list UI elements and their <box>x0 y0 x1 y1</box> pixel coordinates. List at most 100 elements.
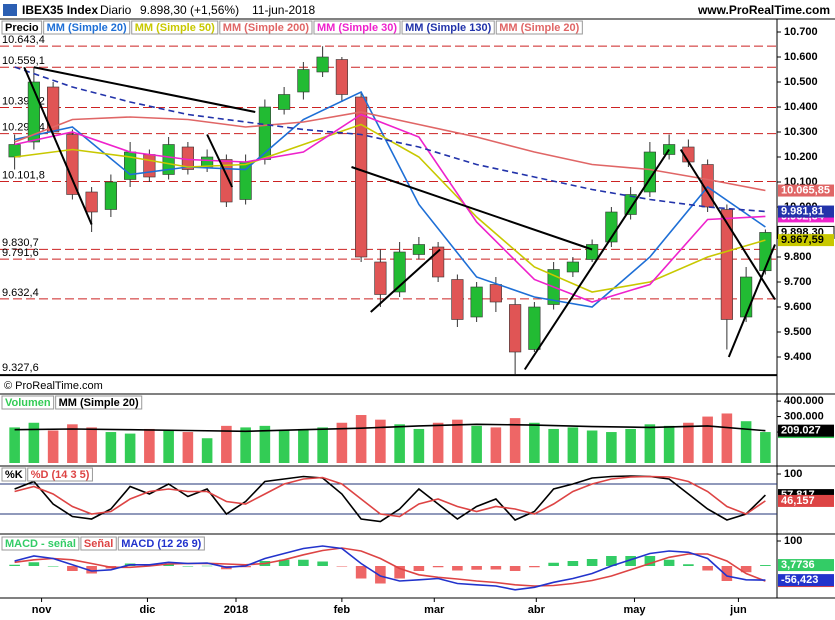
legend-item: MACD - señal <box>5 538 76 550</box>
candle-body <box>412 244 425 255</box>
bar <box>586 430 598 463</box>
x-tick-label: nov <box>32 604 52 616</box>
copyright: © ProRealTime.com <box>4 380 103 392</box>
trendline <box>351 166 593 251</box>
bar <box>606 556 617 566</box>
legend-box <box>131 20 219 35</box>
value-label: -56,423 <box>781 574 818 586</box>
bar <box>721 413 733 463</box>
candle-body <box>335 59 348 95</box>
candle-body <box>509 304 522 353</box>
trendline <box>23 66 93 225</box>
legend-item: %K <box>5 469 23 481</box>
candle-body <box>624 194 637 215</box>
bar <box>182 432 194 463</box>
bar <box>221 425 232 463</box>
bar <box>144 428 155 463</box>
quote: 9.898,30 (+1,56%) <box>140 3 239 17</box>
bar <box>163 564 174 566</box>
bar <box>105 432 117 463</box>
bar <box>394 566 405 579</box>
bar <box>163 430 174 463</box>
value-label: 9.867,59 <box>781 234 824 246</box>
bar <box>375 566 386 584</box>
candle-body <box>355 96 368 258</box>
bar <box>355 566 367 579</box>
candle-body <box>297 69 310 93</box>
site: www.ProRealTime.com <box>697 3 830 17</box>
candle-body <box>278 94 291 110</box>
bar <box>278 430 290 463</box>
candle-body <box>220 159 233 203</box>
bar <box>317 561 328 566</box>
bar <box>529 566 540 568</box>
bar <box>452 419 463 463</box>
y-tick-label: 100 <box>784 468 802 480</box>
x-tick-label: mar <box>424 604 445 616</box>
candle-body <box>566 261 579 273</box>
bar <box>298 428 309 463</box>
bar <box>548 428 559 463</box>
bar <box>683 422 694 463</box>
legend-box <box>1 536 80 551</box>
y-tick-label: 10.200 <box>784 151 818 163</box>
bar <box>721 566 733 581</box>
y-tick-label: 10.400 <box>784 101 818 113</box>
candle-body <box>316 56 329 73</box>
bar <box>644 556 656 566</box>
y-tick-label: 10.600 <box>784 51 818 63</box>
trendline <box>370 248 441 313</box>
symbol: IBEX35 Index <box>22 3 98 17</box>
bar <box>471 425 482 463</box>
legend-item: MACD (12 26 9) <box>121 538 201 550</box>
level-label: 10.643,4 <box>2 34 45 46</box>
candle-body <box>701 164 714 208</box>
legend-box <box>80 536 117 551</box>
series-line <box>14 66 766 213</box>
x-tick-label: jun <box>729 604 747 616</box>
bar <box>683 564 694 566</box>
series-line <box>14 113 766 303</box>
y-tick-label: 9.500 <box>784 326 812 338</box>
bar <box>509 418 521 463</box>
value-label-box <box>778 574 834 587</box>
bar <box>490 566 502 570</box>
legend-box <box>219 20 313 35</box>
x-tick-label: dic <box>139 604 155 616</box>
bar <box>240 427 251 463</box>
bar <box>586 559 598 566</box>
bar <box>67 566 78 571</box>
legend-box <box>117 536 205 551</box>
bar <box>606 432 617 463</box>
level-label: 9.791,6 <box>2 247 39 259</box>
period: Diario <box>100 3 132 17</box>
y-tick-label: 300.000 <box>784 410 824 422</box>
date: 11-jun-2018 <box>252 3 315 17</box>
bar <box>625 556 636 566</box>
bar <box>67 424 78 463</box>
bar <box>9 564 20 566</box>
legend-item: MM (Simple 200) <box>223 22 310 34</box>
legend-item: %D (14 3 5) <box>31 469 90 481</box>
candle-body <box>201 156 214 168</box>
level-label: 10.293,4 <box>2 122 45 134</box>
candle-body <box>470 286 483 318</box>
legend-item: Volumen <box>5 397 51 409</box>
bar <box>760 565 771 566</box>
legend-item: MM (Simple 50) <box>135 22 215 34</box>
value-label-box <box>778 205 834 218</box>
y-tick-label: 9.400 <box>784 351 812 363</box>
candle-body <box>104 181 117 210</box>
value-label-box <box>778 424 834 437</box>
value-label: 10.065,85 <box>781 184 830 196</box>
bar <box>740 421 752 463</box>
x-tick-label: feb <box>334 604 351 616</box>
bar <box>452 566 463 571</box>
bar <box>529 422 540 463</box>
legend-item: Precio <box>5 22 39 34</box>
candle-body <box>258 106 271 160</box>
bar <box>47 430 59 463</box>
bar <box>298 559 309 566</box>
